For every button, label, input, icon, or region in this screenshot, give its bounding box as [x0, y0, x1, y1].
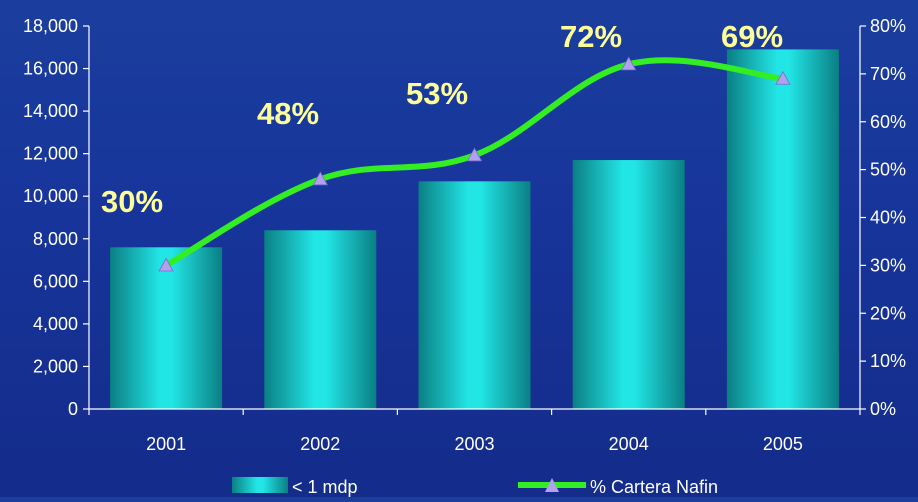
legend-marker-icon: [545, 478, 559, 492]
bar-2001: [110, 247, 223, 409]
data-label-2002: 48%: [257, 96, 319, 131]
right-tick-label: 70%: [870, 64, 906, 84]
x-tick-label: 2001: [146, 434, 186, 454]
x-tick-label: 2002: [300, 434, 340, 454]
right-tick-label: 30%: [870, 255, 906, 275]
data-label-2003: 53%: [406, 76, 468, 111]
left-tick-label: 12,000: [23, 144, 78, 164]
left-tick-label: 0: [68, 399, 78, 419]
data-label-2005: 69%: [721, 19, 783, 54]
axes-layer: 0 2,000 4,000 6,000 8,000 10,000 12,000 14,000 1…: [23, 16, 906, 454]
right-tick-label: 0%: [870, 399, 896, 419]
line-marker-2004: [621, 56, 637, 71]
left-tick-label: 6,000: [33, 271, 78, 291]
right-tick-label: 40%: [870, 208, 906, 228]
right-tick-label: 60%: [870, 112, 906, 132]
legend-label-bar: < 1 mdp: [292, 477, 358, 497]
left-tick-label: 10,000: [23, 186, 78, 206]
left-tick-label: 16,000: [23, 59, 78, 79]
left-tick-label: 4,000: [33, 314, 78, 334]
right-tick-label: 50%: [870, 160, 906, 180]
left-tick-label: 2,000: [33, 356, 78, 376]
line-marker-2002: [312, 171, 328, 186]
line-marker-2003: [466, 147, 483, 162]
data-label-2004: 72%: [560, 19, 622, 54]
left-tick-label: 14,000: [23, 101, 78, 121]
bar-2004: [572, 160, 685, 409]
bar-2002: [264, 230, 377, 409]
line-series-layer: [158, 56, 791, 272]
line-marker-2001: [158, 257, 174, 272]
x-tick-label: 2004: [609, 434, 649, 454]
data-label-2001: 30%: [101, 184, 163, 219]
right-tick-label: 20%: [870, 303, 906, 323]
legend-swatch-bar: [232, 477, 288, 493]
data-labels-layer: 30% 48% 53% 72% 69%: [101, 19, 783, 219]
x-tick-label: 2003: [454, 434, 494, 454]
bar-2003: [418, 181, 531, 409]
legend: < 1 mdp % Cartera Nafin: [232, 477, 718, 497]
x-tick-label: 2005: [763, 434, 803, 454]
line-marker-2005: [775, 70, 791, 85]
left-tick-label: 18,000: [23, 16, 78, 36]
right-tick-label: 10%: [870, 351, 906, 371]
right-tick-label: 80%: [870, 16, 906, 36]
legend-label-line: % Cartera Nafin: [590, 477, 718, 497]
bar-2005: [726, 49, 839, 410]
left-tick-label: 8,000: [33, 229, 78, 249]
bars-layer: [110, 49, 839, 410]
